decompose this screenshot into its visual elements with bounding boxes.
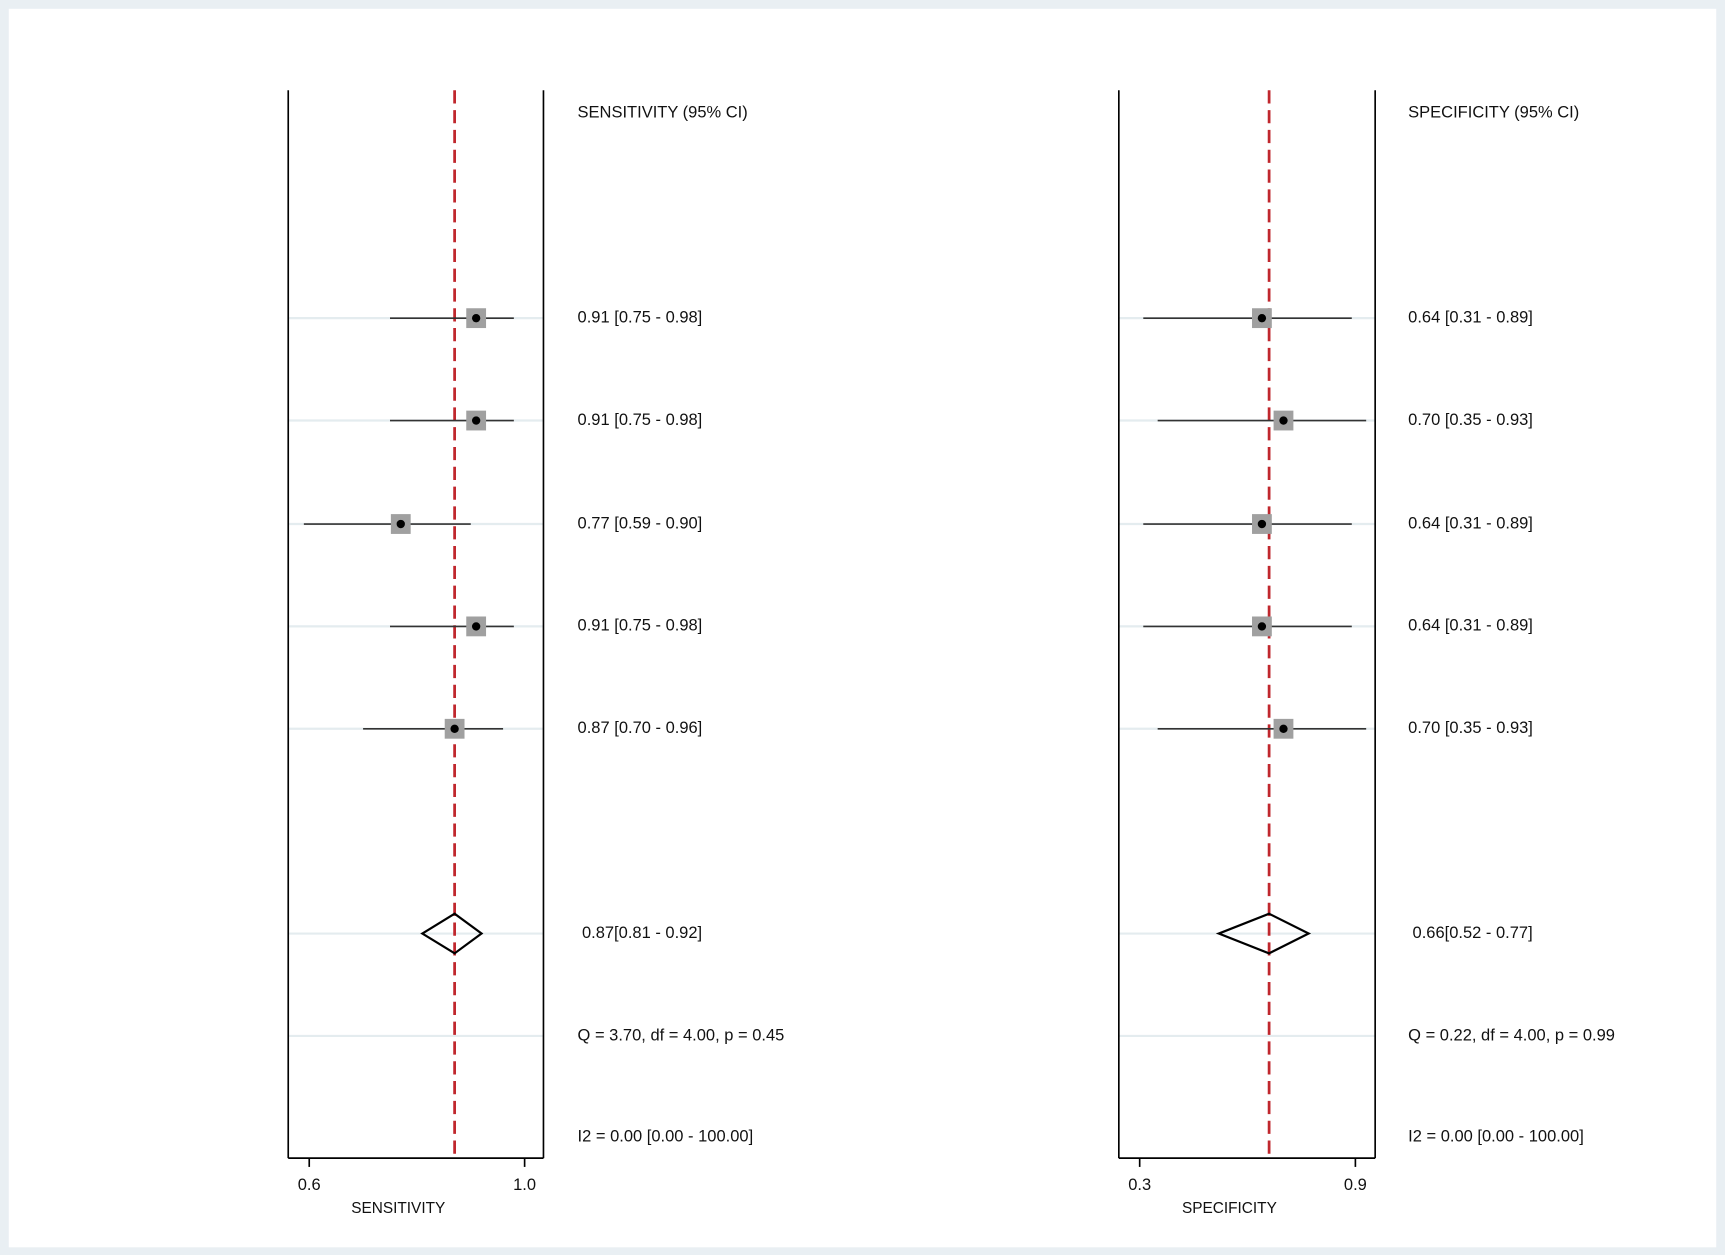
study-point — [450, 724, 459, 733]
study-point — [1257, 313, 1267, 323]
x-tick-label: 1.0 — [513, 1176, 536, 1194]
x-axis-title: SPECIFICITY — [1182, 1200, 1277, 1217]
heterogeneity-label: Q = 0.22, df = 4.00, p = 0.99 — [1408, 1026, 1615, 1044]
x-tick-label: 0.3 — [1128, 1176, 1151, 1194]
inconsistency-label: I2 = 0.00 [0.00 - 100.00] — [1408, 1128, 1584, 1146]
summary-diamond — [1215, 912, 1312, 955]
study-estimate-label: 0.87 [0.70 - 0.96] — [578, 719, 703, 737]
study-point — [1279, 416, 1288, 425]
x-tick-label: 0.9 — [1344, 1176, 1367, 1194]
study-point — [1257, 622, 1267, 631]
study-point — [471, 416, 481, 425]
study-estimate-label: 0.64 [0.31 - 0.89] — [1408, 309, 1533, 327]
summary-label: 0.87[0.81 - 0.92] — [582, 924, 702, 942]
study-estimate-label: 0.64 [0.31 - 0.89] — [1408, 514, 1533, 532]
study-estimate-label: 0.77 [0.59 - 0.90] — [578, 514, 703, 532]
study-estimate-label: 0.64 [0.31 - 0.89] — [1408, 617, 1533, 635]
study-estimate-label: 0.91 [0.75 - 0.98] — [578, 617, 703, 635]
x-axis-title: SENSITIVITY — [351, 1200, 445, 1217]
column-header: SPECIFICITY (95% CI) — [1408, 104, 1579, 122]
heterogeneity-label: Q = 3.70, df = 4.00, p = 0.45 — [578, 1026, 785, 1044]
x-tick-label: 0.6 — [298, 1176, 321, 1194]
column-header: SENSITIVITY (95% CI) — [578, 104, 748, 122]
study-estimate-label: 0.70 [0.35 - 0.93] — [1408, 411, 1533, 429]
figure-background — [8, 8, 1717, 1248]
study-point — [396, 519, 405, 529]
inconsistency-label: I2 = 0.00 [0.00 - 100.00] — [578, 1128, 754, 1146]
summary-diamond — [420, 912, 484, 955]
study-point — [1257, 519, 1267, 529]
study-estimate-label: 0.91 [0.75 - 0.98] — [578, 309, 703, 327]
study-point — [471, 313, 481, 323]
study-point — [1279, 724, 1288, 733]
study-estimate-label: 0.70 [0.35 - 0.93] — [1408, 719, 1533, 737]
study-estimate-label: 0.91 [0.75 - 0.98] — [578, 411, 703, 429]
study-point — [471, 622, 481, 631]
summary-label: 0.66[0.52 - 0.77] — [1413, 924, 1533, 942]
